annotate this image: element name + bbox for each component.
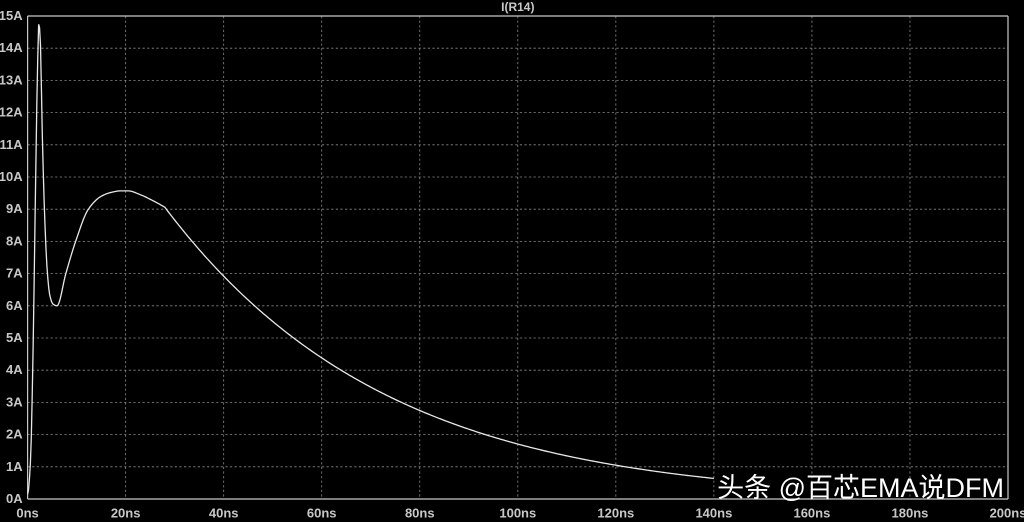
svg-text:8A: 8A xyxy=(6,233,23,248)
svg-text:4A: 4A xyxy=(6,362,23,377)
svg-text:3A: 3A xyxy=(6,394,23,409)
svg-text:0ns: 0ns xyxy=(16,506,38,521)
svg-text:6A: 6A xyxy=(6,298,23,313)
svg-text:0A: 0A xyxy=(6,491,23,506)
svg-text:13A: 13A xyxy=(0,72,23,87)
svg-text:1A: 1A xyxy=(6,459,23,474)
svg-text:180ns: 180ns xyxy=(892,506,929,521)
svg-text:7A: 7A xyxy=(6,266,23,281)
svg-text:9A: 9A xyxy=(6,201,23,216)
svg-text:140ns: 140ns xyxy=(695,506,732,521)
svg-text:5A: 5A xyxy=(6,330,23,345)
svg-text:120ns: 120ns xyxy=(597,506,634,521)
svg-text:100ns: 100ns xyxy=(499,506,536,521)
svg-text:60ns: 60ns xyxy=(307,506,337,521)
svg-text:10A: 10A xyxy=(0,169,23,184)
svg-text:200ns: 200ns xyxy=(990,506,1024,521)
svg-text:12A: 12A xyxy=(0,105,23,120)
svg-text:20ns: 20ns xyxy=(111,506,141,521)
svg-text:头条 @百芯EMA说DFM: 头条 @百芯EMA说DFM xyxy=(717,473,1004,503)
svg-text:40ns: 40ns xyxy=(209,506,239,521)
svg-text:2A: 2A xyxy=(6,427,23,442)
svg-text:14A: 14A xyxy=(0,40,23,55)
svg-text:80ns: 80ns xyxy=(405,506,435,521)
svg-text:I(R14): I(R14) xyxy=(501,0,534,14)
svg-text:11A: 11A xyxy=(0,137,23,152)
svg-text:15A: 15A xyxy=(0,8,23,23)
svg-text:160ns: 160ns xyxy=(793,506,830,521)
